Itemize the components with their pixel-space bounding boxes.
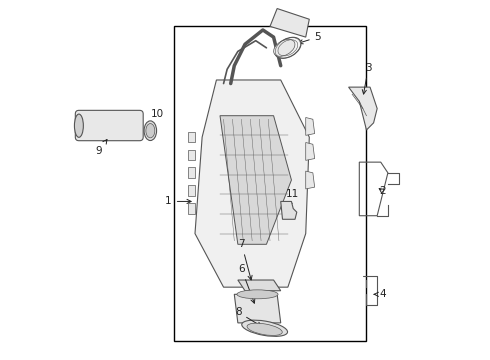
Ellipse shape bbox=[144, 121, 157, 140]
Ellipse shape bbox=[237, 290, 278, 299]
Ellipse shape bbox=[74, 114, 83, 137]
Ellipse shape bbox=[247, 323, 282, 336]
Polygon shape bbox=[234, 294, 281, 323]
Ellipse shape bbox=[275, 37, 301, 58]
Polygon shape bbox=[306, 117, 315, 135]
Polygon shape bbox=[348, 87, 377, 130]
Polygon shape bbox=[188, 132, 195, 143]
Text: 1: 1 bbox=[165, 197, 191, 206]
Polygon shape bbox=[281, 202, 297, 219]
Text: 2: 2 bbox=[379, 186, 386, 196]
Text: 8: 8 bbox=[235, 307, 261, 326]
Text: 9: 9 bbox=[95, 140, 107, 156]
FancyBboxPatch shape bbox=[75, 111, 143, 141]
Text: 6: 6 bbox=[238, 264, 255, 303]
Polygon shape bbox=[306, 171, 315, 189]
Text: 10: 10 bbox=[151, 109, 164, 132]
Polygon shape bbox=[195, 80, 309, 287]
Polygon shape bbox=[188, 185, 195, 196]
Polygon shape bbox=[188, 203, 195, 214]
Text: 4: 4 bbox=[374, 289, 386, 299]
Text: 5: 5 bbox=[299, 32, 321, 44]
Polygon shape bbox=[188, 167, 195, 178]
Ellipse shape bbox=[273, 39, 295, 56]
Ellipse shape bbox=[242, 320, 288, 336]
Polygon shape bbox=[188, 150, 195, 160]
Text: 7: 7 bbox=[238, 239, 252, 280]
Polygon shape bbox=[306, 143, 315, 160]
Ellipse shape bbox=[146, 123, 155, 138]
Polygon shape bbox=[220, 116, 292, 244]
Text: 11: 11 bbox=[286, 189, 299, 207]
Text: 3: 3 bbox=[362, 63, 371, 94]
Polygon shape bbox=[238, 280, 281, 291]
Polygon shape bbox=[270, 9, 309, 37]
